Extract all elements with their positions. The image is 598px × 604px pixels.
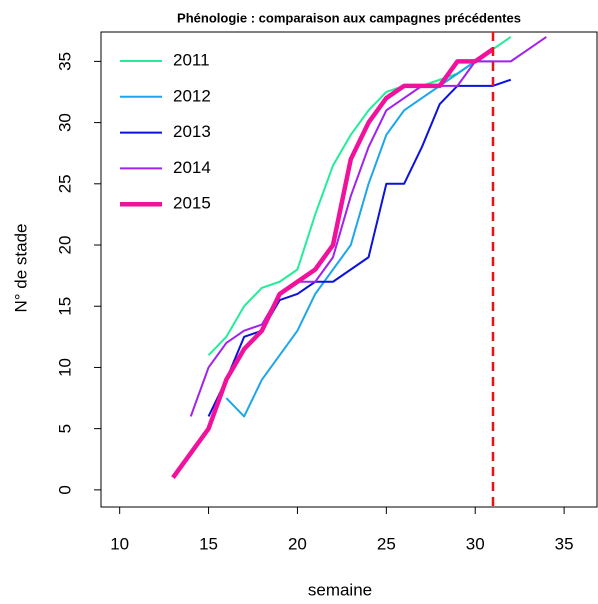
- legend-label: 2013: [173, 122, 211, 141]
- series-line: [225, 60, 493, 418]
- y-tick-label: 15: [55, 297, 74, 316]
- chart-title: Phénologie : comparaison aux campagnes p…: [177, 10, 521, 25]
- series-line: [207, 36, 512, 356]
- x-tick-label: 20: [288, 534, 307, 553]
- y-tick-label: 30: [55, 113, 74, 132]
- x-tick-label: 15: [199, 534, 218, 553]
- y-tick-label: 10: [55, 358, 74, 377]
- y-axis-label: N° de stade: [11, 223, 30, 312]
- x-tick-label: 25: [377, 534, 396, 553]
- x-tick-label: 10: [110, 534, 129, 553]
- x-tick-label: 30: [466, 534, 485, 553]
- y-tick-label: 5: [55, 424, 74, 433]
- legend-label: 2012: [173, 86, 211, 105]
- series-line: [171, 47, 495, 479]
- series-line: [189, 36, 547, 417]
- legend-label: 2011: [173, 50, 210, 69]
- y-tick-label: 25: [55, 174, 74, 193]
- legend-label: 2014: [173, 158, 211, 177]
- x-tick-label: 35: [555, 534, 574, 553]
- legend-label: 2015: [173, 194, 211, 213]
- y-tick-label: 20: [55, 236, 74, 255]
- y-tick-label: 35: [55, 52, 74, 71]
- x-axis-label: semaine: [308, 580, 372, 599]
- y-tick-label: 0: [55, 485, 74, 494]
- series-line: [207, 78, 512, 417]
